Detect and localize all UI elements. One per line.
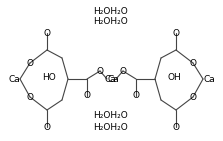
Text: O: O xyxy=(173,123,180,132)
Text: O: O xyxy=(83,92,91,101)
Text: OH: OH xyxy=(167,72,181,81)
Text: H₂OH₂O: H₂OH₂O xyxy=(94,17,128,27)
Text: Ca: Ca xyxy=(107,74,119,83)
Text: O: O xyxy=(173,28,180,38)
Text: HO: HO xyxy=(42,72,56,81)
Text: Ca: Ca xyxy=(104,74,116,83)
Text: Ca: Ca xyxy=(8,74,20,83)
Text: O: O xyxy=(43,28,50,38)
Text: O: O xyxy=(190,92,196,102)
Text: H₂OH₂O: H₂OH₂O xyxy=(94,7,128,16)
Text: H₂OH₂O: H₂OH₂O xyxy=(94,111,128,120)
Text: O: O xyxy=(43,123,50,132)
Text: O: O xyxy=(132,92,140,101)
Text: O: O xyxy=(97,67,103,75)
Text: O: O xyxy=(27,59,33,68)
Text: Ca: Ca xyxy=(203,74,215,83)
Text: O: O xyxy=(190,59,196,68)
Text: O: O xyxy=(27,92,33,102)
Text: O: O xyxy=(120,67,126,75)
Text: H₂OH₂O: H₂OH₂O xyxy=(94,123,128,132)
